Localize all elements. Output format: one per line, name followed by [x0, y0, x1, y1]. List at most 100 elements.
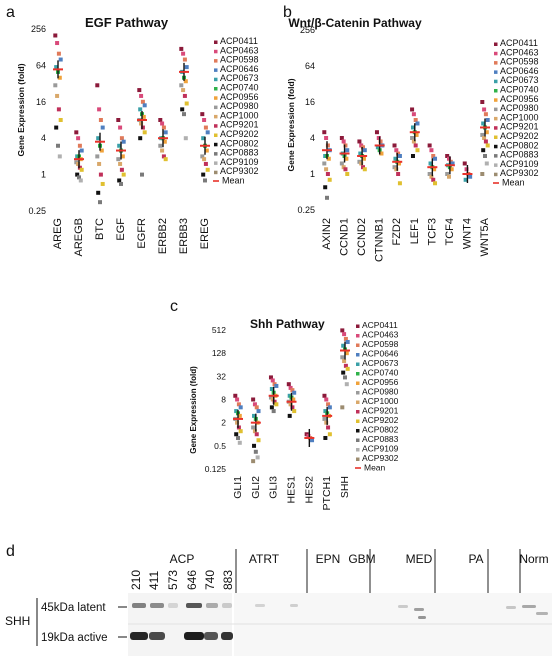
data-point	[140, 125, 145, 130]
data-point	[182, 57, 187, 62]
legend-swatch	[214, 133, 218, 137]
data-point	[445, 154, 450, 158]
y-tick-label: 256	[31, 24, 46, 34]
data-point	[252, 413, 257, 418]
y-axis-label: Gene Expression (fold)	[189, 366, 198, 454]
data-point	[269, 386, 274, 391]
western-blot: ACP 210 411 573 646 740 883 ATRT EPN GBM MED PA No…	[5, 549, 552, 656]
data-point	[251, 397, 256, 402]
data-point	[55, 93, 60, 98]
data-point	[410, 154, 415, 158]
legend-swatch	[494, 116, 498, 121]
data-point	[238, 429, 243, 434]
y-axis-label: Gene Expression (fold)	[16, 63, 26, 156]
legend-entry: ACP0802	[362, 425, 399, 435]
legend-entry: ACP1000	[500, 112, 539, 122]
x-tick-label: AREG	[52, 218, 64, 249]
data-point	[392, 165, 397, 170]
data-point	[137, 88, 142, 93]
legend-swatch	[356, 448, 360, 452]
data-point	[179, 83, 184, 88]
blot-band	[418, 616, 426, 619]
x-tick-label: WNT5A	[479, 217, 491, 256]
data-point	[95, 83, 100, 88]
data-point	[327, 177, 332, 182]
blot-lane-label: 573	[166, 570, 180, 590]
y-tick-label: 2	[221, 418, 226, 428]
data-point	[160, 148, 165, 153]
data-point	[160, 121, 165, 126]
blot-band	[149, 632, 165, 640]
data-point	[342, 359, 347, 364]
data-point	[161, 154, 166, 159]
data-point	[139, 121, 144, 126]
blot-band	[255, 604, 265, 607]
data-point	[483, 112, 488, 117]
x-tick-label: ERBB3	[178, 218, 190, 254]
data-point	[202, 157, 207, 162]
data-point	[286, 382, 291, 387]
legend-entry: ACP9201	[362, 406, 399, 416]
data-point	[345, 172, 350, 176]
data-point	[162, 139, 167, 144]
data-point	[140, 99, 145, 104]
data-point	[446, 174, 451, 179]
data-point	[427, 172, 432, 176]
data-point	[397, 154, 402, 158]
x-tick-label: CCND2	[356, 218, 368, 256]
data-point	[79, 148, 84, 153]
chart-title: Wnt/β-Catenin Pathway	[288, 16, 422, 30]
blot-lane-label: 411	[147, 571, 161, 590]
chart-egf-pathway: EGF Pathway Gene Expression (fold) 0.25 1…	[16, 15, 259, 257]
data-point	[98, 172, 103, 177]
legend-swatch	[494, 89, 498, 93]
data-point	[431, 154, 436, 158]
legend-entry: ACP9302	[362, 453, 399, 463]
data-point	[484, 130, 489, 135]
data-point	[181, 51, 186, 56]
legend-swatch	[494, 172, 498, 177]
data-point	[342, 332, 347, 337]
blot-band-active-label: 19kDa active	[41, 632, 107, 644]
data-point	[345, 339, 350, 344]
legend-entry: ACP0673	[220, 73, 259, 83]
data-point	[58, 118, 63, 122]
data-point	[205, 167, 210, 172]
x-tick-label: WNT4	[461, 218, 473, 249]
blot-band	[536, 612, 548, 615]
data-point	[270, 378, 275, 383]
data-point	[482, 136, 487, 140]
blot-lane-label: 883	[221, 570, 235, 590]
data-point	[291, 397, 296, 402]
data-point	[374, 130, 379, 135]
data-point	[79, 167, 84, 172]
data-point	[183, 136, 188, 141]
data-point	[182, 93, 187, 98]
data-point	[237, 413, 242, 418]
legend-swatch	[356, 381, 360, 385]
data-point	[236, 435, 240, 440]
legend-entry: ACP0980	[500, 103, 539, 113]
data-point	[480, 132, 485, 137]
y-tick-label: 0.25	[297, 205, 315, 215]
data-point	[410, 125, 415, 130]
legend-swatch	[494, 126, 498, 130]
data-point	[446, 156, 451, 161]
data-point	[121, 139, 126, 144]
chart-title: Shh Pathway	[250, 317, 325, 331]
data-point	[204, 148, 209, 153]
x-tick-label: SHH	[339, 476, 351, 498]
data-point	[97, 107, 102, 112]
x-tick-label: HES1	[286, 476, 298, 504]
data-point	[411, 112, 416, 117]
data-point	[341, 343, 346, 348]
data-point	[344, 156, 349, 161]
data-point	[325, 172, 330, 176]
legend-entry: ACP0646	[500, 66, 539, 76]
data-point	[339, 136, 344, 140]
legend-entry: ACP0956	[220, 92, 259, 102]
y-tick-label: 0.125	[205, 464, 227, 474]
data-point	[98, 118, 103, 122]
legend-swatch	[214, 142, 218, 147]
legend-swatch	[356, 457, 360, 461]
